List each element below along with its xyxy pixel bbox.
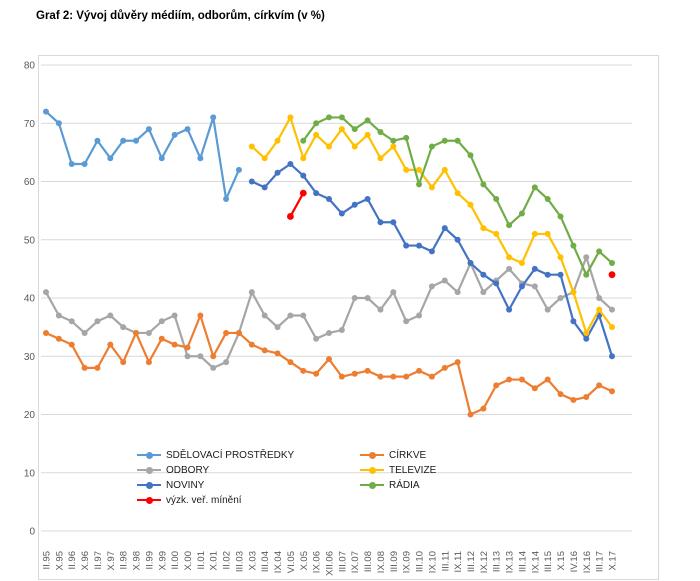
svg-text:X.99: X.99 [157, 551, 168, 571]
svg-text:IV.16: IV.16 [569, 551, 580, 572]
svg-text:X.17: X.17 [608, 551, 619, 571]
svg-text:III.08: III.08 [363, 551, 374, 572]
svg-text:30: 30 [24, 352, 36, 363]
svg-text:IX.12: IX.12 [479, 551, 490, 573]
svg-text:X.15: X.15 [556, 551, 567, 571]
svg-text:0: 0 [29, 527, 35, 538]
svg-text:10: 10 [24, 468, 36, 479]
svg-text:X.95: X.95 [54, 551, 65, 571]
svg-text:III.15: III.15 [543, 551, 554, 572]
svg-text:X.96: X.96 [80, 551, 91, 571]
svg-text:IX.10: IX.10 [427, 551, 438, 573]
svg-text:20: 20 [24, 410, 36, 421]
svg-text:II.96: II.96 [67, 551, 78, 570]
svg-text:IX.07: IX.07 [350, 551, 361, 573]
svg-text:X.01: X.01 [209, 551, 220, 571]
chart-title: Graf 2: Vývoj důvěry médiím, odborům, cí… [36, 10, 325, 22]
svg-text:VI.05: VI.05 [286, 551, 297, 573]
svg-text:II.95: II.95 [42, 551, 53, 570]
svg-text:III.13: III.13 [492, 551, 503, 572]
svg-text:X.03: X.03 [247, 551, 258, 571]
svg-text:III.12: III.12 [466, 551, 477, 572]
svg-text:IX.13: IX.13 [505, 551, 516, 573]
svg-text:IX.11: IX.11 [453, 551, 464, 572]
svg-text:X.05: X.05 [299, 551, 310, 571]
svg-text:II.00: II.00 [170, 551, 181, 570]
svg-text:II.97: II.97 [93, 551, 104, 570]
svg-text:IX.08: IX.08 [376, 551, 387, 573]
svg-text:III.04: III.04 [260, 551, 271, 572]
svg-text:X.00: X.00 [183, 551, 194, 571]
svg-text:III.11: III.11 [440, 551, 451, 571]
svg-text:40: 40 [24, 294, 36, 305]
svg-text:IX.04: IX.04 [273, 551, 284, 573]
svg-text:50: 50 [24, 235, 36, 246]
svg-text:II.98: II.98 [119, 551, 130, 570]
svg-text:X.97: X.97 [106, 551, 117, 571]
svg-text:IX.14: IX.14 [530, 551, 541, 573]
svg-text:IX.06: IX.06 [312, 551, 323, 573]
svg-text:III.10: III.10 [415, 551, 426, 572]
svg-text:II.99: II.99 [144, 551, 155, 570]
svg-text:XII.06: XII.06 [325, 551, 336, 576]
svg-text:III.14: III.14 [517, 551, 528, 572]
svg-text:IX.16: IX.16 [582, 551, 593, 573]
svg-text:IX.09: IX.09 [402, 551, 413, 573]
svg-text:III.09: III.09 [389, 551, 400, 572]
svg-text:II.02: II.02 [222, 551, 233, 570]
svg-text:II.01: II.01 [196, 551, 207, 570]
svg-text:60: 60 [24, 177, 36, 188]
svg-text:70: 70 [24, 119, 36, 130]
svg-text:X.98: X.98 [132, 551, 143, 571]
svg-text:III.07: III.07 [337, 551, 348, 572]
svg-text:80: 80 [24, 61, 36, 72]
svg-text:III.03: III.03 [234, 551, 245, 572]
svg-text:III.17: III.17 [595, 551, 606, 572]
